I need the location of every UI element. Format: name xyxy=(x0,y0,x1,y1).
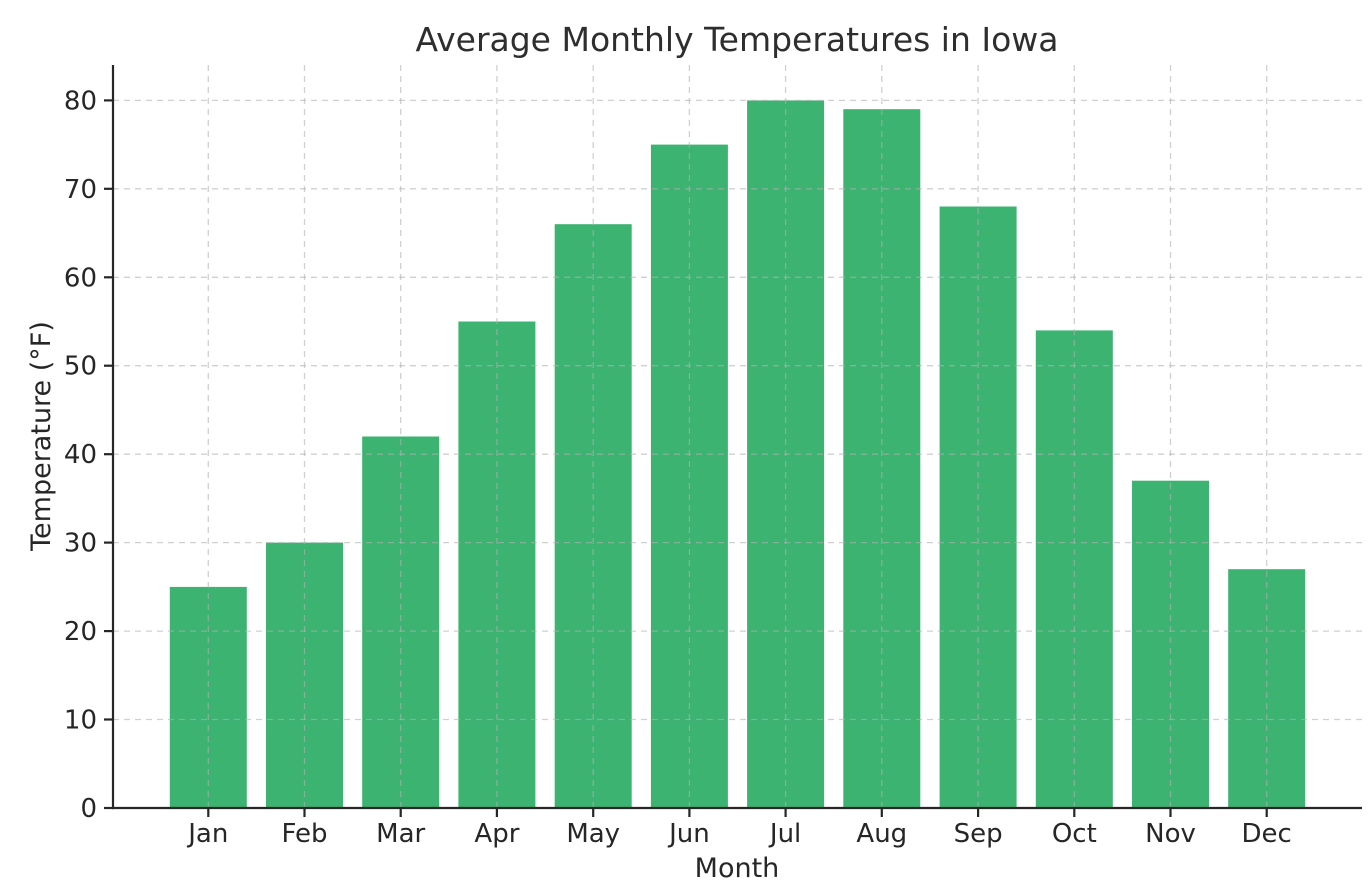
y-axis-label: Temperature (°F) xyxy=(26,321,57,552)
y-tick-label-50: 50 xyxy=(64,352,97,382)
x-tick-label-oct: Oct xyxy=(1052,819,1097,849)
y-tick-label-20: 20 xyxy=(64,617,97,647)
x-tick-label-mar: Mar xyxy=(376,819,425,849)
x-axis-label: Month xyxy=(695,853,780,884)
y-tick-label-80: 80 xyxy=(64,86,97,116)
x-tick-label-aug: Aug xyxy=(856,819,907,849)
x-tick-label-jun: Jun xyxy=(667,819,710,849)
x-tick-label-apr: Apr xyxy=(474,819,519,849)
x-tick-label-nov: Nov xyxy=(1145,819,1196,849)
x-tick-label-dec: Dec xyxy=(1242,819,1292,849)
x-tick-label-sep: Sep xyxy=(954,819,1003,849)
y-tick-label-0: 0 xyxy=(80,794,97,824)
x-tick-label-jul: Jul xyxy=(768,819,801,849)
y-tick-label-60: 60 xyxy=(64,263,97,293)
y-tick-label-70: 70 xyxy=(64,175,97,205)
axes-layer xyxy=(104,65,1362,817)
bar-aug xyxy=(843,109,921,808)
x-tick-label-feb: Feb xyxy=(281,819,327,849)
x-tick-label-may: May xyxy=(566,819,620,849)
y-tick-label-40: 40 xyxy=(64,440,97,470)
y-tick-label-30: 30 xyxy=(64,529,97,559)
grid-layer xyxy=(113,65,1362,808)
x-tick-label-jan: Jan xyxy=(186,819,228,849)
tick-label-layer: 0 10 20 30 40 50 60 70 80 Jan Feb Mar Apr May Jun Jul Au… xyxy=(64,86,1292,849)
chart-title: Average Monthly Temperatures in Iowa xyxy=(415,20,1058,59)
bar-nov xyxy=(1132,480,1209,808)
y-tick-label-10: 10 xyxy=(64,706,97,736)
bars-layer xyxy=(169,100,1306,809)
